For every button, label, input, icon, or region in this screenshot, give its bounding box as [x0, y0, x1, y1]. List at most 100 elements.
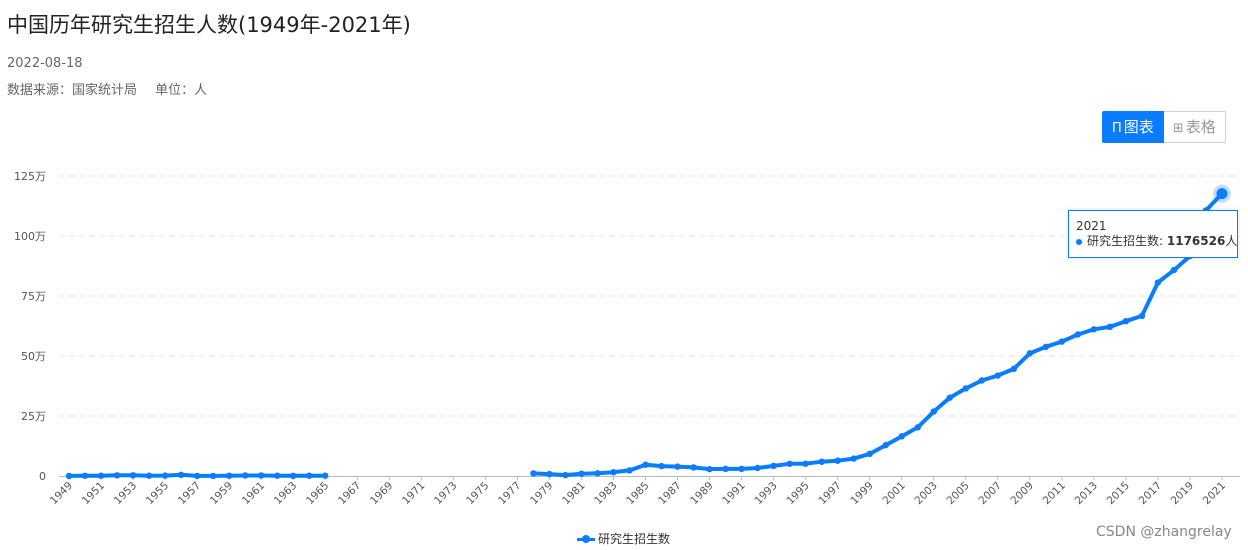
x-tick-label: 2015	[1105, 480, 1132, 507]
x-tick-label: 1973	[432, 480, 459, 507]
x-tick-label: 2003	[912, 480, 939, 507]
data-point	[850, 455, 857, 462]
data-point	[1026, 350, 1034, 357]
x-tick-label: 1953	[112, 480, 139, 507]
data-point	[1074, 331, 1082, 338]
x-axis: 1949 1951 1953 1955 1957 1959 1961 1963 1965 1967…	[48, 476, 1240, 507]
y-tick-label: 100万	[14, 230, 46, 243]
x-tick-label: 2009	[1009, 480, 1036, 507]
data-point	[1106, 323, 1114, 331]
y-tick-label: 25万	[21, 410, 46, 423]
x-tick-label: 2021	[1201, 480, 1228, 507]
legend-line-icon	[577, 533, 595, 545]
x-tick-label: 1965	[304, 480, 331, 507]
data-point	[802, 460, 809, 467]
data-point	[642, 461, 649, 468]
x-tick-label: 1957	[176, 480, 203, 507]
data-point	[65, 472, 73, 480]
highlight-point	[1216, 188, 1228, 200]
tooltip-row: 研究生招生数: 1176526人	[1076, 233, 1237, 249]
grid-layer	[59, 175, 1240, 417]
data-point	[177, 471, 185, 479]
table-view-button[interactable]: ⊞ 表格	[1163, 111, 1226, 143]
x-tick-label: 1959	[208, 480, 235, 507]
data-point	[97, 472, 105, 479]
tooltip-year: 2021	[1076, 219, 1107, 233]
x-tick-label: 1949	[48, 480, 75, 507]
view-toggle: Π 图表 ⊞ 表格	[1102, 111, 1226, 143]
x-tick-label: 1967	[336, 480, 363, 507]
x-tick-label: 1981	[560, 480, 587, 507]
data-point	[978, 377, 985, 384]
x-tick-label: 1997	[816, 480, 843, 507]
x-tick-label: 2007	[977, 480, 1004, 507]
data-point	[306, 472, 313, 479]
data-source: 数据来源：国家统计局	[7, 83, 138, 98]
page-title: 中国历年研究生招生人数(1949年-2021年)	[7, 13, 411, 37]
data-point	[834, 457, 841, 464]
meta-info: 数据来源：国家统计局 单位：人	[7, 79, 207, 98]
x-tick-label: 1991	[720, 480, 747, 507]
chart-icon: Π	[1112, 121, 1122, 136]
data-point	[882, 441, 889, 449]
x-tick-label: 2005	[945, 480, 972, 507]
data-point	[674, 463, 681, 470]
data-point	[754, 464, 761, 472]
data-point	[594, 470, 601, 477]
x-tick-label: 1999	[848, 480, 875, 507]
data-point	[145, 472, 153, 479]
x-tick-label: 1975	[464, 480, 491, 507]
data-point	[241, 472, 249, 479]
data-point	[914, 424, 921, 431]
data-point	[930, 408, 937, 415]
table-icon: ⊞	[1172, 121, 1184, 136]
data-point	[690, 464, 697, 471]
x-tick-label: 1971	[400, 480, 427, 507]
data-point	[1170, 266, 1178, 274]
tooltip-value: 1176526	[1166, 234, 1226, 248]
x-tick-label: 1989	[688, 480, 715, 507]
data-point	[161, 472, 169, 479]
data-point	[578, 470, 585, 477]
data-point	[273, 472, 281, 479]
data-point	[1042, 343, 1050, 351]
data-point	[546, 470, 553, 478]
table-view-label: 表格	[1185, 118, 1216, 136]
data-point	[610, 469, 617, 476]
data-point	[658, 462, 665, 470]
watermark: CSDN @zhangrelay	[1096, 524, 1232, 540]
chart-view-label: 图表	[1123, 118, 1154, 136]
y-axis: 0 25万 50万 75万 100万 125万	[14, 170, 46, 483]
data-point	[898, 433, 905, 440]
data-point	[1010, 365, 1018, 373]
x-tick-label: 1963	[272, 480, 299, 507]
y-tick-label: 50万	[21, 350, 46, 363]
data-point	[1058, 338, 1066, 345]
tooltip-series: 研究生招生数:	[1087, 234, 1164, 248]
data-point	[786, 460, 793, 467]
x-tick-label: 1983	[592, 480, 619, 507]
x-tick-label: 1977	[496, 480, 523, 507]
data-point	[1090, 326, 1098, 333]
tooltip-dot-icon	[1076, 238, 1082, 245]
y-tick-label: 75万	[21, 290, 46, 303]
data-point	[1122, 317, 1130, 325]
x-tick-label: 2017	[1137, 480, 1164, 507]
chart-legend[interactable]: 研究生招生数	[577, 530, 670, 547]
chart-view-button[interactable]: Π 图表	[1102, 111, 1164, 143]
data-point	[289, 472, 297, 480]
data-point	[962, 385, 969, 392]
data-point	[209, 472, 217, 480]
data-point	[1138, 312, 1146, 320]
legend-label: 研究生招生数	[598, 532, 671, 546]
x-tick-label: 1993	[752, 480, 779, 507]
data-point	[129, 472, 137, 479]
x-tick-label: 1961	[240, 480, 267, 507]
x-tick-label: 2013	[1073, 480, 1100, 507]
x-tick-label: 2011	[1041, 480, 1068, 507]
data-point	[946, 394, 953, 401]
data-tooltip: 2021 研究生招生数: 1176526人	[1068, 210, 1238, 258]
data-point	[818, 458, 825, 465]
x-tick-label: 1985	[624, 480, 651, 507]
